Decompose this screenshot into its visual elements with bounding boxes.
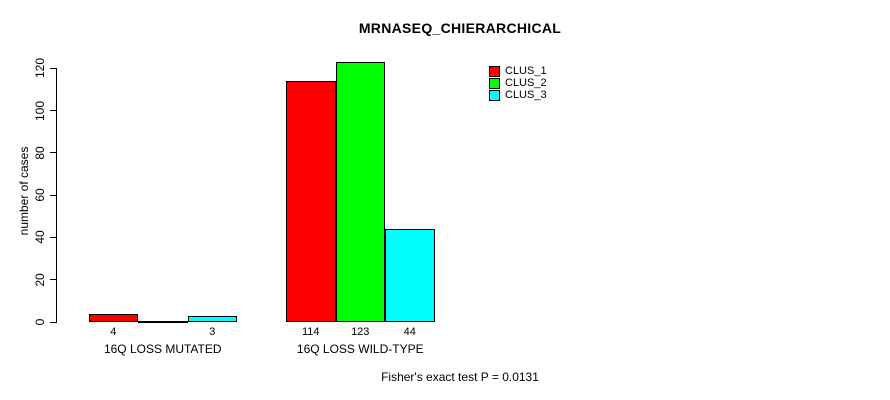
y-axis-tick-label: 40 [33, 230, 47, 245]
legend-label-clus_3: CLUS_3 [505, 89, 547, 101]
legend-swatch-clus_2 [489, 78, 500, 89]
bar-clus_1 [88, 313, 138, 322]
y-axis-tick-label: 100 [33, 100, 47, 121]
bar-value-label: 114 [301, 326, 320, 338]
y-axis-tick [50, 194, 57, 196]
y-axis-tick [50, 279, 57, 281]
bar-clus_1 [286, 80, 336, 322]
bar-clus_3 [187, 315, 237, 322]
legend-swatch-clus_3 [489, 90, 500, 101]
bar-value-label: 44 [403, 326, 416, 338]
y-axis-tick-label: 60 [33, 188, 47, 202]
y-axis-tick [50, 152, 57, 154]
x-category-label: 16Q LOSS WILD-TYPE [296, 342, 424, 356]
bar-value-label: 123 [351, 326, 370, 338]
bar-clus_2-zero [138, 321, 188, 323]
legend-label-clus_2: CLUS_2 [505, 77, 547, 89]
legend-label-clus_1: CLUS_1 [505, 65, 547, 77]
bar-value-label: 3 [209, 326, 216, 338]
y-axis-tick [50, 110, 57, 111]
bar-clus_2 [335, 61, 385, 322]
y-axis-tick-label: 0 [33, 318, 47, 326]
y-axis-tick [50, 321, 57, 323]
chart-title: MRNASEQ_CHIERARCHICAL [358, 20, 562, 36]
y-axis-title: number of cases [17, 146, 31, 236]
annotation-text: Fisher's exact test P = 0.0131 [381, 370, 539, 384]
y-axis-tick [50, 67, 57, 69]
y-axis-tick [50, 236, 57, 238]
y-axis-tick-label: 80 [33, 146, 47, 160]
legend-swatch-clus_1 [489, 66, 500, 77]
x-category-label: 16Q LOSS MUTATED [103, 342, 222, 356]
bar-clus_3 [385, 228, 435, 322]
y-axis-tick-label: 120 [33, 58, 47, 79]
y-axis-tick-label: 20 [33, 273, 47, 287]
bar-value-label: 4 [110, 326, 117, 338]
